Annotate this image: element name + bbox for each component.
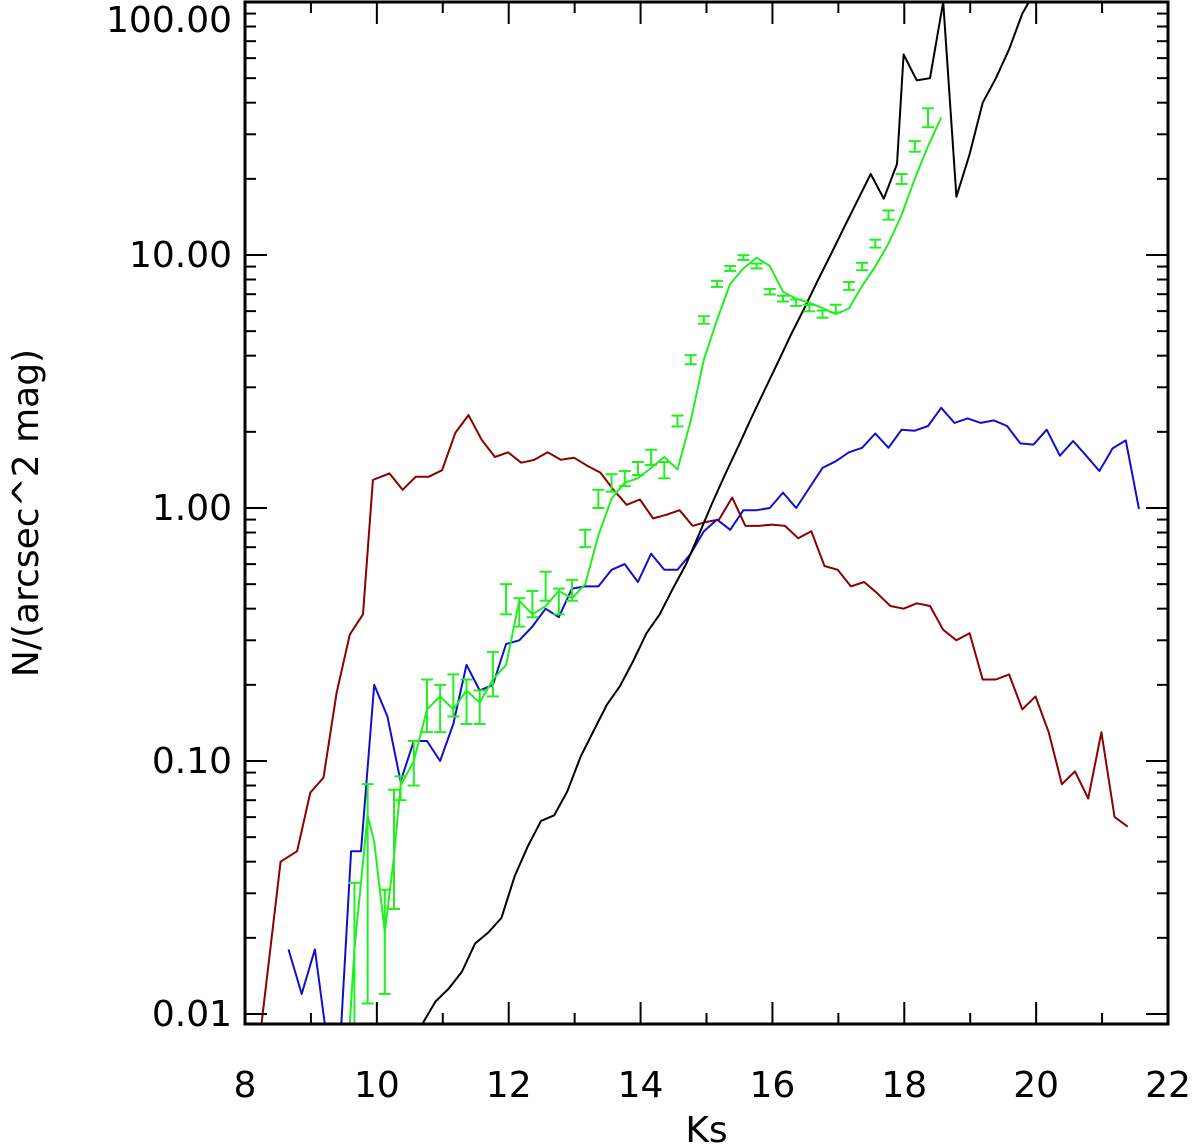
plot-frame [243,0,1170,1026]
x-tick-label: 22 [1145,1065,1191,1106]
x-tick-label: 8 [234,1065,257,1106]
x-tick-label: 16 [750,1065,796,1106]
x-tick-label: 20 [1013,1065,1059,1106]
y-tick-label: 1.00 [152,488,232,529]
y-tick-label: 0.10 [152,741,232,782]
x-tick-label: 18 [881,1065,927,1106]
y-tick-label: 0.01 [152,994,232,1035]
series-line-black [421,2,1030,1024]
y-tick-label: 100.00 [106,0,232,41]
x-tick-label: 10 [354,1065,400,1106]
x-tick-label: 14 [618,1065,664,1106]
series-layer [260,2,1140,1024]
series-line-blue [287,406,1140,1024]
x-axis-label: Ks [685,1110,727,1148]
y-tick-label: 10.00 [129,235,232,276]
x-tick-label: 12 [486,1065,532,1106]
y-axis-label: N/(arcsec^2 mag) [6,349,47,677]
series-line-green [288,116,943,1024]
tick-layer: 8 10 12 14 16 18 20 22 0.01 0.10 1.00 10.00 100.00 [106,0,1191,1106]
series-line-darkred [260,414,1129,1024]
